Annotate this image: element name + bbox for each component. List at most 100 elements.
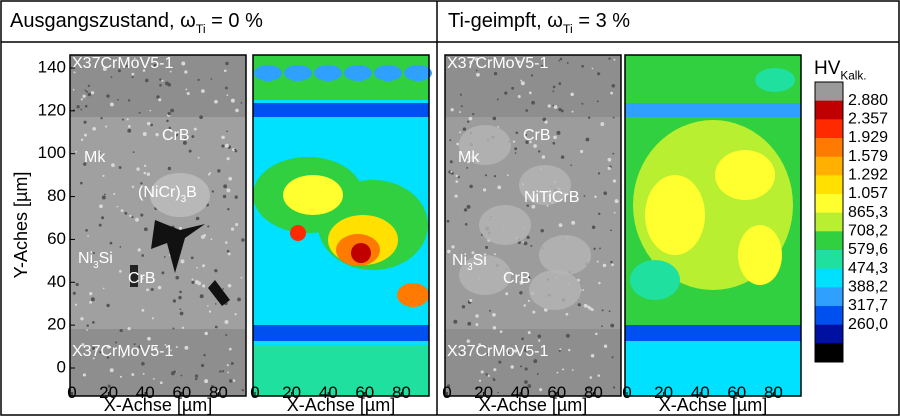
texture-dot: [527, 384, 532, 388]
texture-dot: [608, 310, 611, 313]
texture-dot: [535, 131, 538, 134]
texture-dot: [182, 140, 187, 145]
texture-dot: [210, 384, 214, 388]
texture-dot: [225, 333, 228, 336]
texture-dot: [81, 343, 85, 347]
annotation: CrB: [162, 127, 190, 144]
texture-dot: [583, 303, 588, 308]
colorbar-swatch: [815, 268, 843, 288]
texture-dot: [214, 303, 217, 305]
texture-dot: [524, 380, 528, 384]
texture-dot: [237, 297, 241, 302]
colorbar-border: [814, 81, 844, 363]
texture-dot: [195, 280, 199, 285]
texture-dot: [526, 235, 530, 240]
texture-dot: [226, 157, 230, 161]
texture-dot: [466, 166, 469, 169]
texture-dot: [150, 123, 153, 127]
y-tick-label: 140: [38, 57, 66, 76]
texture-dot: [235, 222, 239, 227]
panel-title: Ti-geimpft, ωTi = 3 %: [448, 10, 630, 36]
texture-dot: [106, 94, 110, 98]
texture-dot: [499, 330, 503, 334]
texture-dot: [614, 199, 619, 204]
texture-dot: [520, 365, 523, 368]
texture-dot: [487, 374, 490, 377]
panel-title-main: Ausgangszustand, ω: [10, 10, 196, 32]
texture-dot: [80, 138, 84, 141]
texture-dot: [599, 247, 601, 250]
texture-dot: [157, 285, 162, 290]
texture-dot: [83, 120, 87, 124]
texture-dot: [129, 214, 132, 218]
panel-title-sub: Ti: [563, 22, 573, 36]
texture-dot: [450, 170, 453, 173]
texture-dot: [464, 222, 468, 226]
contour-region: [645, 175, 705, 255]
texture-dot: [582, 289, 585, 291]
x-axis-label: X-Achse [µm]: [479, 395, 587, 415]
texture-dot: [94, 348, 98, 352]
texture-dot: [514, 147, 518, 151]
texture-dot: [115, 341, 117, 344]
steel-band: [70, 55, 246, 117]
texture-dot: [521, 337, 524, 341]
phase-grain: [479, 205, 531, 245]
x-tick-label: 0: [67, 383, 76, 402]
texture-dot: [532, 310, 536, 314]
colorbar-swatch: [815, 119, 843, 139]
texture-dot: [156, 95, 160, 99]
texture-dot: [467, 321, 472, 326]
annotation-main: CrB: [503, 270, 531, 287]
texture-dot: [612, 386, 616, 389]
texture-dot: [466, 120, 470, 123]
texture-dot: [84, 104, 88, 108]
contour-region: [404, 65, 432, 81]
texture-dot: [207, 173, 211, 176]
texture-dot: [225, 61, 229, 66]
texture-dot: [199, 115, 203, 120]
texture-dot: [214, 269, 218, 273]
texture-dot: [169, 70, 172, 73]
annotation-main: (NiCr): [138, 184, 181, 201]
texture-dot: [476, 72, 480, 77]
texture-dot: [602, 263, 607, 268]
texture-dot: [498, 360, 502, 364]
texture-dot: [223, 184, 228, 189]
texture-dot: [92, 320, 95, 324]
texture-dot: [519, 280, 524, 285]
x-tick-label: 20: [99, 383, 118, 402]
colorbar-label: 317,7: [848, 297, 888, 314]
texture-dot: [538, 150, 541, 153]
texture-dot: [106, 356, 110, 359]
phase-grain: [519, 165, 571, 205]
colorbar-label: 1.929: [848, 129, 888, 146]
texture-dot: [552, 85, 556, 89]
texture-dot: [558, 108, 562, 112]
texture-dot: [468, 116, 473, 121]
annotation: X37CrMoV5-1: [72, 55, 173, 72]
texture-dot: [90, 91, 95, 95]
texture-dot: [581, 64, 584, 68]
texture-dot: [515, 131, 519, 135]
texture-dot: [504, 91, 508, 95]
texture-dot: [492, 326, 497, 330]
texture-dot: [546, 204, 549, 207]
texture-dot: [146, 288, 149, 292]
steel-band: [70, 329, 246, 396]
texture-dot: [466, 204, 471, 209]
texture-dot: [524, 348, 528, 352]
texture-dot: [523, 241, 528, 246]
texture-dot: [539, 388, 543, 392]
phase-crb: [130, 265, 138, 287]
texture-dot: [175, 346, 178, 348]
texture-dot: [92, 346, 96, 350]
colorbar-label: 865,3: [848, 204, 888, 221]
texture-dot: [478, 343, 482, 347]
texture-dot: [475, 314, 479, 318]
texture-dot: [553, 105, 558, 109]
annotation-sub: 3: [93, 260, 99, 271]
x-tick-label: 20: [282, 383, 301, 402]
texture-dot: [598, 281, 601, 285]
